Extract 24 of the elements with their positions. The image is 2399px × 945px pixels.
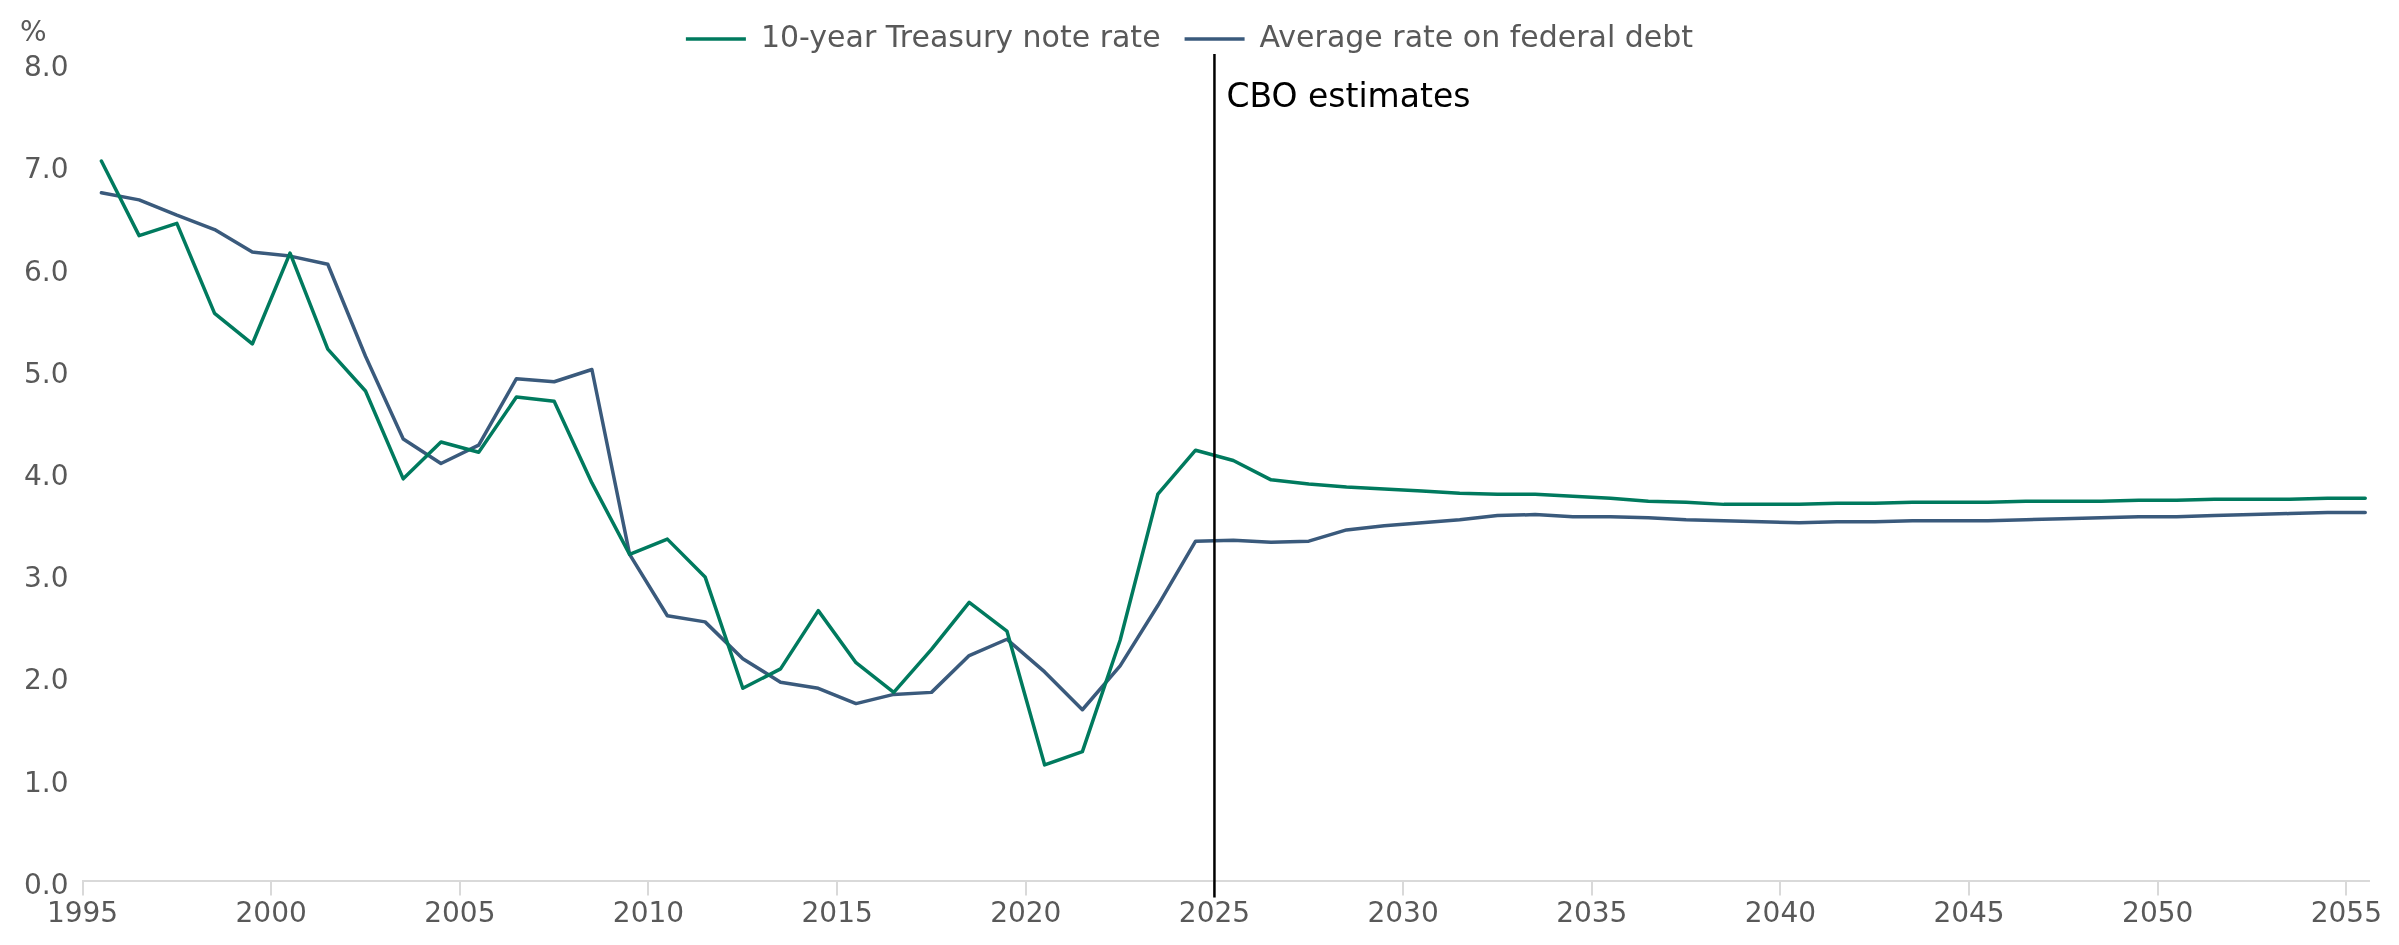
legend-label: 10-year Treasury note rate [760,18,1161,54]
y-tick-label: 3.0 [24,561,69,595]
x-tick-label: 2010 [612,896,685,930]
x-tick-label: 2040 [1744,896,1817,930]
y-tick-label: 5.0 [24,356,69,390]
x-tick-label: 2055 [2310,896,2382,930]
y-tick-label: 8.0 [24,50,69,84]
x-tick-label: 2030 [1367,896,1439,930]
x-tick-label: 2015 [801,896,873,930]
y-tick-label: 6.0 [24,254,69,288]
y-tick-label: 1.0 [24,765,69,799]
x-tick-label: 2020 [990,896,1062,930]
x-tick-label: 2005 [424,896,496,930]
ref-line-label: CBO estimates [1226,76,1471,116]
y-tick-label: 2.0 [24,663,69,697]
x-tick-label: 2045 [1933,896,2005,930]
x-tick-label: 2035 [1556,896,1628,930]
y-tick-label: 7.0 [24,152,69,186]
legend-label: Average rate on federal debt [1259,18,1694,54]
x-tick-label: 2050 [2122,896,2194,930]
y-tick-label: 4.0 [24,458,69,492]
x-tick-label: 2025 [1178,896,1251,930]
x-tick-label: 2000 [235,896,307,930]
y-axis-title: % [20,15,47,49]
